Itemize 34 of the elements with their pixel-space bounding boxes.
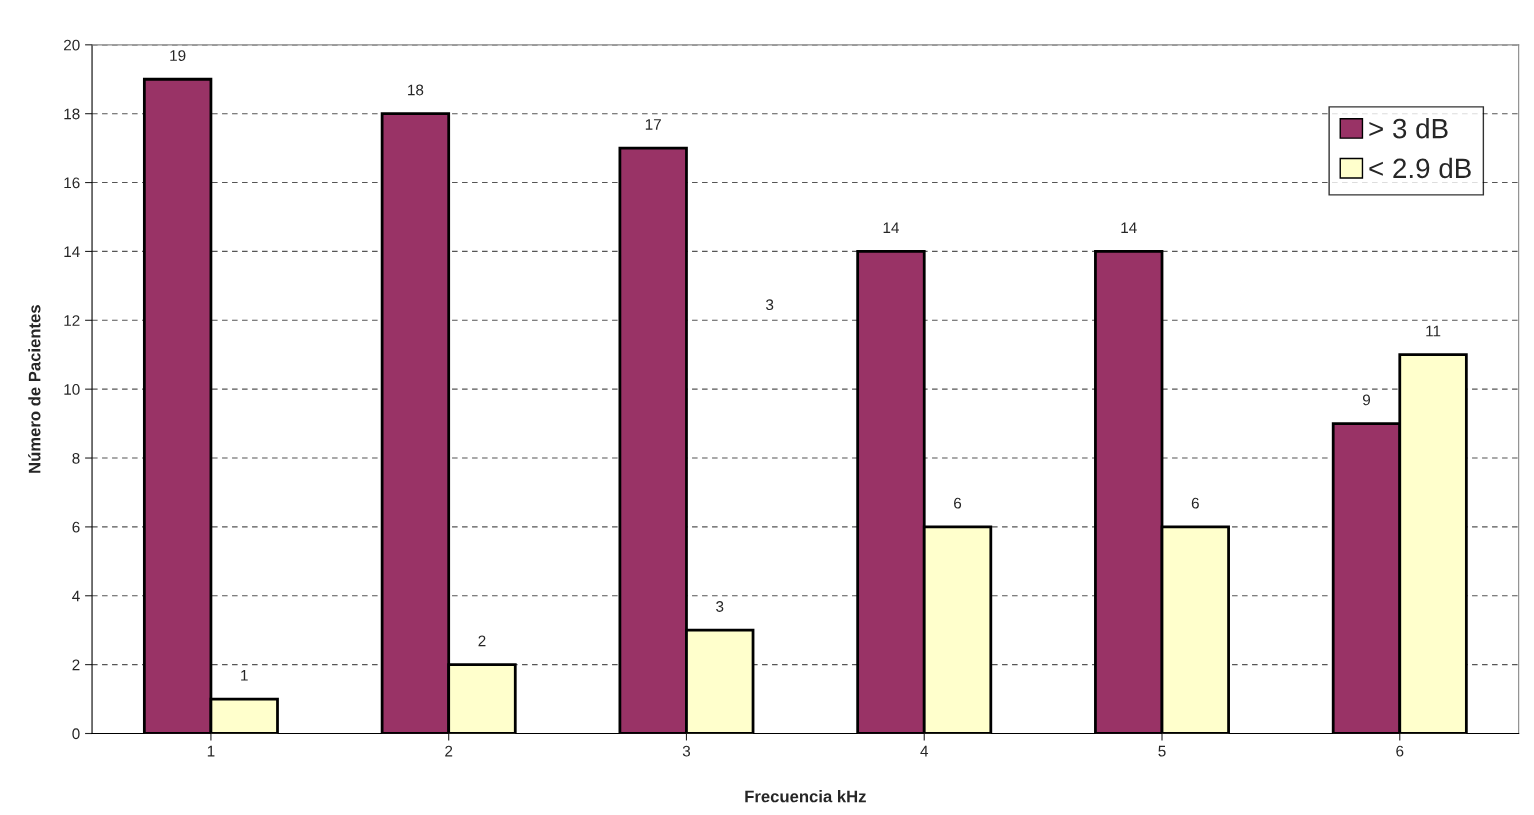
data-label: 6 [954,497,962,509]
legend-label: > 3 dB [1369,118,1448,139]
data-label: 14 [1121,222,1137,233]
data-label: 19 [170,50,186,61]
data-label: 1 [241,670,248,681]
data-label: 11 [1426,325,1441,337]
y-axis-title: Número de Pacientes [28,305,41,473]
data-label: 6 [1191,497,1199,509]
data-label: 3 [716,601,724,612]
y-tick-label: 16 [64,177,80,189]
y-tick-label: 0 [72,728,80,740]
x-tick-label: 6 [1396,745,1404,757]
y-tick-label: 20 [64,39,80,51]
data-label: 14 [883,222,899,233]
data-label: 17 [645,119,661,130]
y-tick-label: 6 [72,521,80,533]
y-tick-label: 2 [72,659,80,671]
legend-label: < 2.9 dB [1369,157,1471,179]
data-label: 9 [1362,394,1371,406]
x-tick-label: 1 [207,745,215,757]
x-axis-title: Frecuencia kHz [745,790,866,803]
x-tick-label: 5 [1158,745,1166,757]
y-tick-label: 18 [64,108,80,120]
y-tick-label: 8 [72,452,80,464]
x-tick-label: 2 [445,745,453,757]
y-tick-label: 14 [64,246,80,257]
annotation: 3 [766,299,774,311]
y-tick-label: 10 [64,384,80,395]
data-label: 2 [478,635,486,647]
x-tick-label: 4 [920,745,929,757]
data-label: 18 [408,84,424,96]
y-tick-label: 12 [64,315,80,326]
x-tick-label: 3 [682,745,691,757]
y-tick-label: 4 [72,590,80,602]
